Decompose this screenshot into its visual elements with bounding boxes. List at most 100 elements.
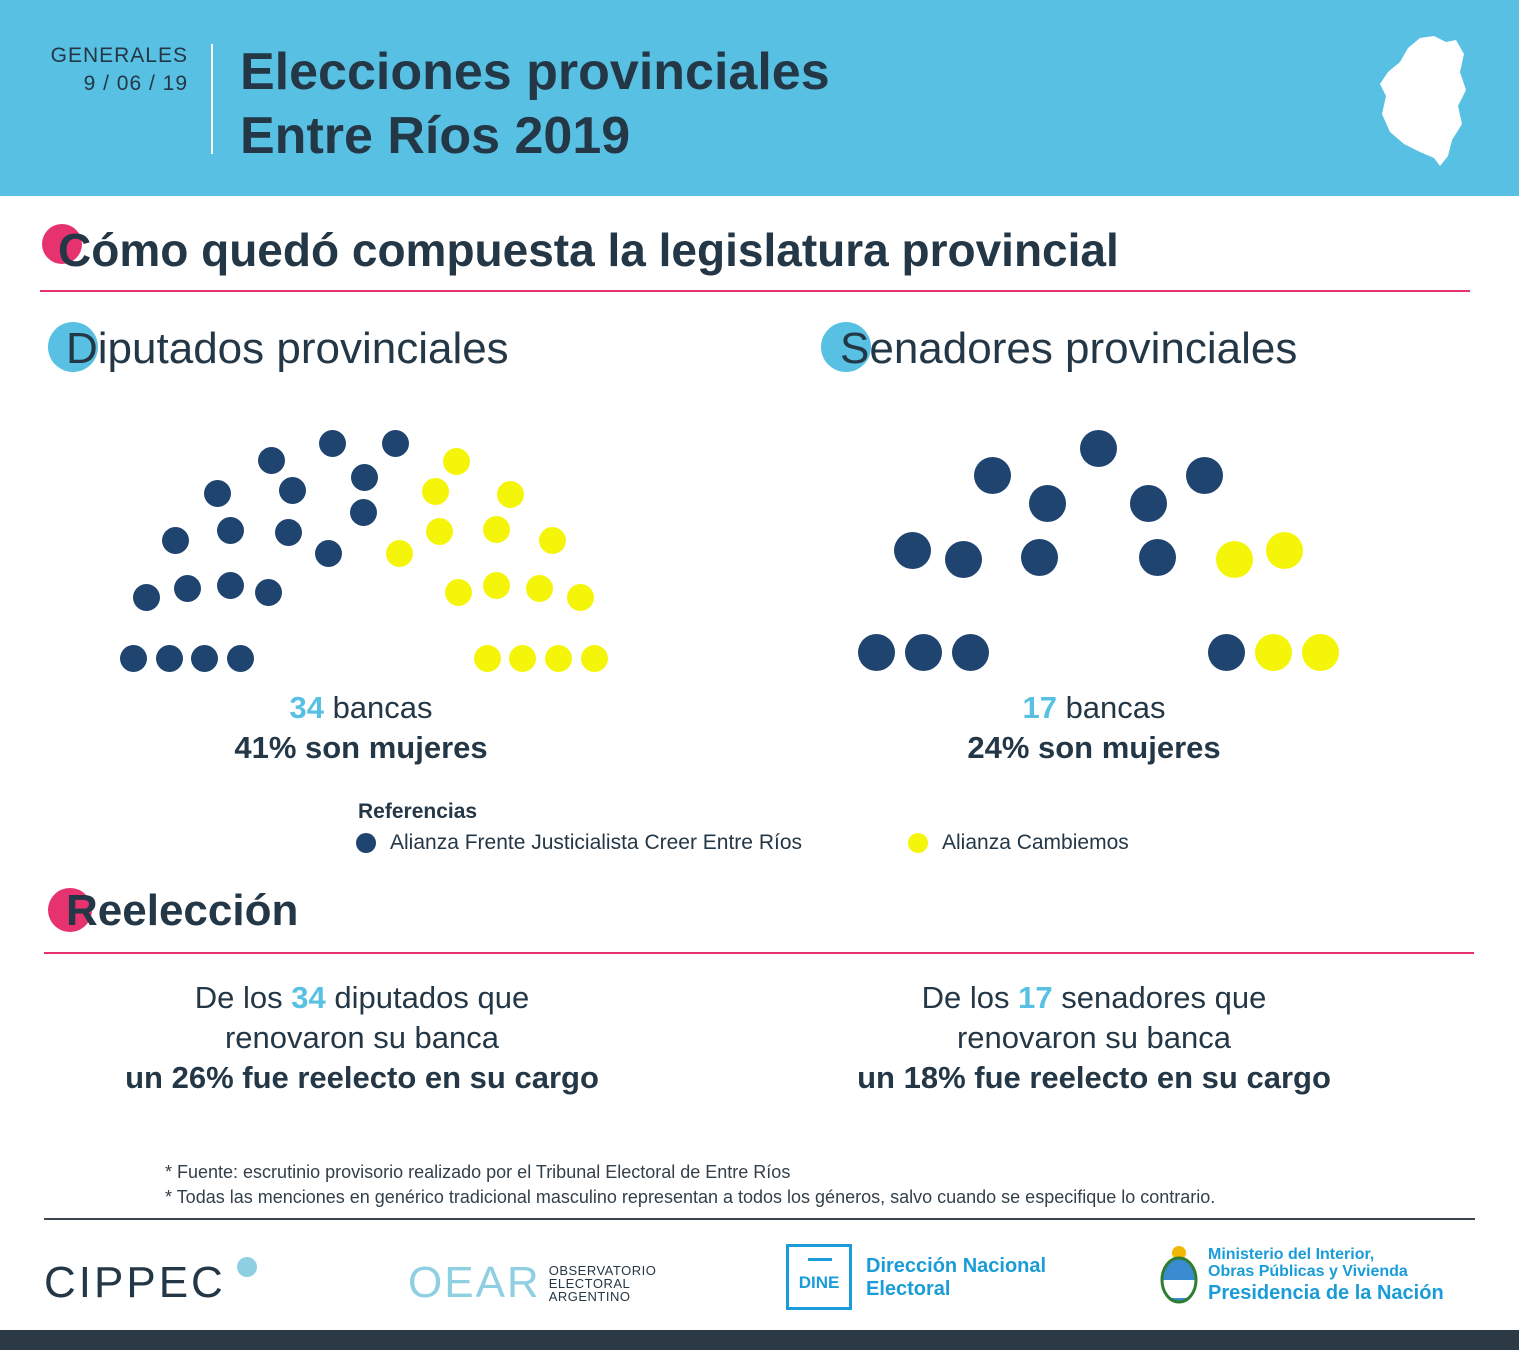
ministerio-name: Ministerio del Interior, Obras Públicas … (1208, 1246, 1444, 1306)
seat-frente (173, 574, 201, 602)
seat-cambiemos (1301, 633, 1339, 671)
dine-name-2: Electoral (866, 1278, 951, 1300)
seat-cambiemos (482, 571, 510, 599)
seat-frente (318, 429, 346, 457)
seat-frente (904, 633, 942, 671)
seat-cambiemos (442, 447, 470, 475)
seat-frente (132, 583, 160, 611)
ministerio-line-1: Ministerio del Interior, (1208, 1246, 1375, 1263)
cippec-logo-text: CIPPEC (44, 1258, 226, 1307)
section-divider (40, 290, 1470, 292)
bottom-bar (0, 1330, 1519, 1350)
reeleccion-diputados: De los 34 diputados que renovaron su ban… (42, 978, 682, 1098)
page-title-line2: Entre Ríos 2019 (240, 107, 631, 165)
cippec-badge-icon (237, 1257, 257, 1277)
seat-frente (216, 516, 244, 544)
oear-logo-text: OEAR (408, 1258, 541, 1307)
ministerio-line-2: Obras Públicas y Vivienda (1208, 1263, 1408, 1280)
reel-sen-line2: renovaron su banca (956, 1020, 1232, 1055)
seat-cambiemos (508, 644, 536, 672)
seat-cambiemos (538, 526, 566, 554)
oear-logo: OEAR OBSERVATORIO ELECTORAL ARGENTINO (408, 1258, 656, 1308)
seat-frente (155, 644, 183, 672)
legend-swatch-cambiemos (908, 833, 928, 853)
seat-frente (893, 531, 931, 569)
seat-cambiemos (580, 644, 608, 672)
legend-title: Referencias (358, 800, 478, 823)
senadores-seat-chart (857, 429, 1339, 671)
seat-frente (1020, 538, 1058, 576)
senadores-seat-count: 17 (1022, 690, 1057, 725)
seat-frente (161, 526, 189, 554)
oear-sub-2: ELECTORAL (548, 1275, 631, 1291)
legend-label-cambiemos: Alianza Cambiemos (942, 831, 1129, 854)
section-title: Cómo quedó compuesta la legislatura prov… (58, 224, 1119, 276)
reel-dip-post: diputados que (334, 980, 530, 1015)
legend-item-cambiemos: Alianza Cambiemos (908, 831, 1129, 855)
oear-sub-3: ARGENTINO (548, 1288, 631, 1304)
seat-frente (381, 429, 409, 457)
header-banner (0, 0, 1519, 196)
seat-frente (951, 633, 989, 671)
seat-cambiemos (482, 515, 510, 543)
reel-sen-post: senadores que (1061, 980, 1267, 1015)
footnote-gender: * Todas las menciones en genérico tradic… (165, 1187, 1216, 1207)
senadores-title: Senadores provinciales (840, 324, 1298, 373)
seat-frente (944, 540, 982, 578)
reel-sen-line3: un 18% fue reelecto en su cargo (857, 1060, 1331, 1095)
seat-cambiemos (473, 644, 501, 672)
election-date: GENERALES 9 / 06 / 19 (0, 42, 188, 98)
seat-frente (973, 456, 1011, 494)
seat-frente (278, 476, 306, 504)
dine-name-1: Dirección Nacional (866, 1255, 1047, 1277)
seat-frente (1028, 484, 1066, 522)
seat-cambiemos (425, 517, 453, 545)
senadores-seat-label: bancas (1065, 690, 1166, 725)
dine-logo-badge: DINE (798, 1273, 840, 1292)
seat-frente (1129, 484, 1167, 522)
cippec-logo: CIPPEC (44, 1258, 226, 1308)
seat-cambiemos (385, 539, 413, 567)
reel-dip-num: 34 (291, 980, 326, 1015)
oear-logo-subtitle: OBSERVATORIO ELECTORAL ARGENTINO (549, 1264, 657, 1303)
seat-frente (350, 463, 378, 491)
election-type: GENERALES (50, 44, 188, 67)
subsection-bullet-icon (48, 322, 98, 372)
section-bullet-icon (42, 224, 82, 264)
reeleccion-senadores: De los 17 senadores que renovaron su ban… (774, 978, 1414, 1098)
ministerio-line-3: Presidencia de la Nación (1208, 1282, 1444, 1304)
dine-name: Dirección Nacional Electoral (866, 1255, 1046, 1301)
argentina-coat-of-arms-icon (1160, 1246, 1198, 1304)
reel-dip-line2: renovaron su banca (224, 1020, 500, 1055)
seat-frente (119, 644, 147, 672)
seat-frente (1185, 456, 1223, 494)
footer-divider (44, 1218, 1475, 1220)
seat-frente (274, 518, 302, 546)
footnote-source: * Fuente: escrutinio provisorio realizad… (165, 1162, 791, 1182)
subsection-bullet-icon (821, 322, 871, 372)
senadores-women-share: 24% son mujeres (967, 730, 1221, 765)
legend-label-frente: Alianza Frente Justicialista Creer Entre… (390, 831, 802, 854)
reeleccion-divider (44, 952, 1474, 954)
seat-frente (857, 633, 895, 671)
seat-frente (226, 644, 254, 672)
seat-frente (216, 571, 244, 599)
seat-cambiemos (421, 477, 449, 505)
diputados-stats: 34 bancas 41% son mujeres (161, 688, 561, 768)
reeleccion-title: Reelección (66, 886, 299, 935)
section-bullet-icon (48, 888, 92, 932)
legend-swatch-frente (356, 833, 376, 853)
seat-frente (1207, 633, 1245, 671)
diputados-women-share: 41% son mujeres (234, 730, 488, 765)
reel-dip-line3: un 26% fue reelecto en su cargo (125, 1060, 599, 1095)
election-date-value: 9 / 06 / 19 (83, 72, 188, 95)
seat-frente (257, 446, 285, 474)
diputados-seat-chart (0, 0, 760, 700)
page-title: Elecciones provinciales Entre Ríos 2019 (240, 40, 830, 168)
diputados-seat-label: bancas (332, 690, 433, 725)
seat-frente (1079, 429, 1117, 467)
seat-cambiemos (566, 583, 594, 611)
senadores-stats: 17 bancas 24% son mujeres (894, 688, 1294, 768)
footnotes: * Fuente: escrutinio provisorio realizad… (165, 1160, 1215, 1210)
legend-item-frente: Alianza Frente Justicialista Creer Entre… (356, 831, 802, 855)
